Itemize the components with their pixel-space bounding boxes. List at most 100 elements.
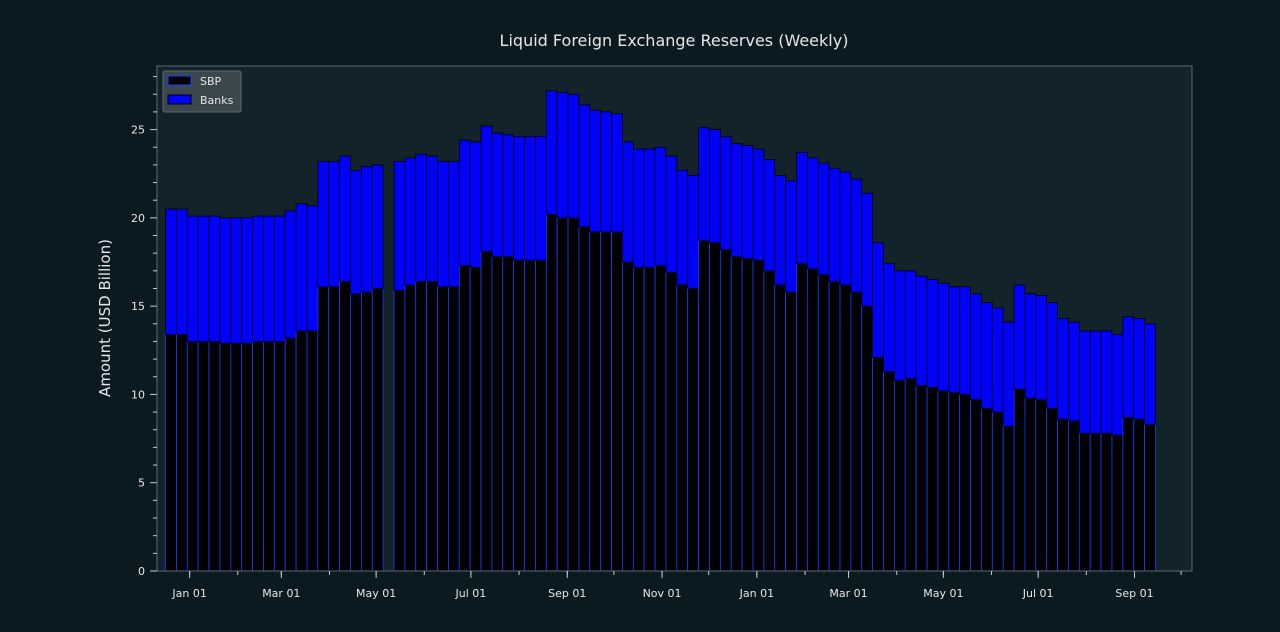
- plot-frame: [156, 65, 1193, 572]
- bar-banks: [1013, 284, 1026, 390]
- bar-sbp: [719, 249, 732, 572]
- bar-sbp: [328, 286, 341, 572]
- bar-banks: [480, 125, 493, 252]
- x-tick-label: Sep 01: [548, 587, 586, 600]
- bar-sbp: [447, 286, 460, 572]
- bar-banks: [959, 286, 971, 395]
- bar-sbp: [1111, 434, 1124, 572]
- bar-sbp: [469, 266, 482, 572]
- bar-sbp: [861, 305, 874, 572]
- bar-banks: [600, 111, 612, 233]
- bar-banks: [1089, 330, 1102, 434]
- bar-banks: [861, 192, 874, 307]
- bar-sbp: [273, 341, 286, 572]
- bar-sbp: [1100, 432, 1113, 572]
- bar-sbp: [437, 286, 449, 572]
- bar-sbp: [317, 286, 330, 572]
- bar-banks: [371, 164, 384, 289]
- bar-banks: [817, 162, 830, 275]
- y-tick-label: 0: [138, 565, 145, 578]
- bar-banks: [578, 104, 591, 228]
- bar-banks: [850, 178, 863, 293]
- x-tick-label: Jul 01: [455, 587, 487, 600]
- bar-banks: [1144, 323, 1156, 425]
- x-tick-label: Jan 01: [739, 587, 774, 600]
- bar-sbp: [186, 341, 199, 572]
- bar-sbp: [426, 281, 438, 572]
- bar-banks: [1068, 321, 1080, 422]
- bar-banks: [774, 175, 787, 286]
- bar-banks: [806, 157, 819, 270]
- bar-sbp: [904, 378, 917, 572]
- bar-sbp: [893, 379, 906, 572]
- bar-sbp: [1089, 432, 1102, 572]
- bar-sbp: [611, 231, 623, 572]
- bar-banks: [1122, 316, 1135, 418]
- bar-sbp: [785, 291, 797, 572]
- bar-sbp: [208, 341, 221, 572]
- bar-banks: [1046, 302, 1058, 409]
- bar-banks: [317, 160, 330, 288]
- bar-sbp: [622, 261, 634, 572]
- bar-banks: [458, 139, 471, 266]
- bar-sbp: [458, 265, 471, 572]
- bar-banks: [404, 157, 417, 286]
- legend-label-sbp: SBP: [200, 75, 222, 88]
- bar-banks: [186, 215, 199, 342]
- bar-sbp: [687, 288, 699, 572]
- bar-banks: [611, 113, 623, 233]
- bar-sbp: [643, 266, 656, 572]
- y-tick-label: 10: [131, 388, 145, 401]
- bar-banks: [567, 93, 580, 219]
- bar-banks: [948, 286, 961, 394]
- bar-sbp: [915, 385, 928, 572]
- bar-sbp: [730, 256, 743, 572]
- bar-banks: [230, 217, 243, 344]
- bar-sbp: [741, 258, 754, 572]
- bar-sbp: [850, 291, 863, 572]
- y-axis: 0 5 10 15 20 25: [131, 76, 157, 578]
- bar-banks: [676, 169, 689, 286]
- bar-banks: [491, 132, 504, 258]
- x-tick-label: Mar 01: [829, 587, 867, 600]
- bar-banks: [1057, 318, 1069, 420]
- legend: SBP Banks: [162, 70, 242, 113]
- bar-banks: [165, 208, 177, 335]
- bar-banks: [730, 143, 743, 258]
- y-tick-label: 15: [131, 300, 145, 313]
- bar-sbp: [806, 268, 819, 572]
- bar-sbp: [752, 259, 765, 572]
- bar-banks: [306, 205, 319, 332]
- bar-sbp: [1013, 388, 1026, 572]
- bar-banks: [709, 129, 721, 243]
- bar-sbp: [306, 330, 319, 572]
- bar-banks: [796, 152, 808, 265]
- bar-sbp: [1078, 432, 1091, 572]
- bar-banks: [1024, 293, 1037, 399]
- bar-sbp: [1024, 397, 1037, 572]
- bar-sbp: [632, 266, 645, 572]
- bar-sbp: [404, 284, 417, 572]
- bar-sbp: [970, 399, 982, 572]
- y-tick-label: 20: [131, 212, 145, 225]
- chart-title: Liquid Foreign Exchange Reserves (Weekly…: [500, 31, 849, 50]
- x-tick-label: Jul 01: [1022, 587, 1054, 600]
- bar-sbp: [513, 259, 525, 572]
- legend-swatch-banks: [167, 94, 192, 105]
- bar-sbp: [600, 231, 612, 572]
- bar-banks: [360, 166, 373, 293]
- bar-banks: [589, 109, 602, 233]
- bar-sbp: [415, 281, 428, 572]
- bar-banks: [219, 217, 232, 344]
- bar-sbp: [991, 411, 1004, 572]
- bar-banks: [970, 293, 982, 401]
- bar-sbp: [350, 293, 362, 572]
- bar-sbp: [480, 251, 493, 572]
- bar-sbp: [393, 289, 406, 572]
- legend-label-banks: Banks: [200, 94, 234, 107]
- y-axis-label: Amount (USD Billion): [96, 239, 114, 397]
- bar-sbp: [176, 333, 188, 572]
- bar-sbp: [981, 408, 993, 572]
- bar-sbp: [828, 281, 841, 572]
